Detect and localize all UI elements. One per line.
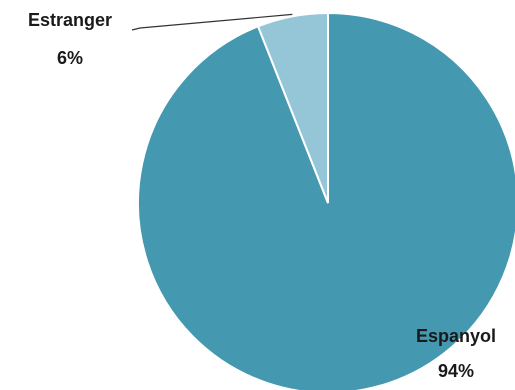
label-estranger-pct: 6% [57,48,83,68]
pie-slice-estranger [256,11,329,204]
label-espanyol-name: Espanyol [416,326,496,346]
label-estranger-name: Estranger [28,10,112,30]
label-espanyol-pct: 94% [438,361,474,381]
leader-line-estranger [131,13,293,31]
